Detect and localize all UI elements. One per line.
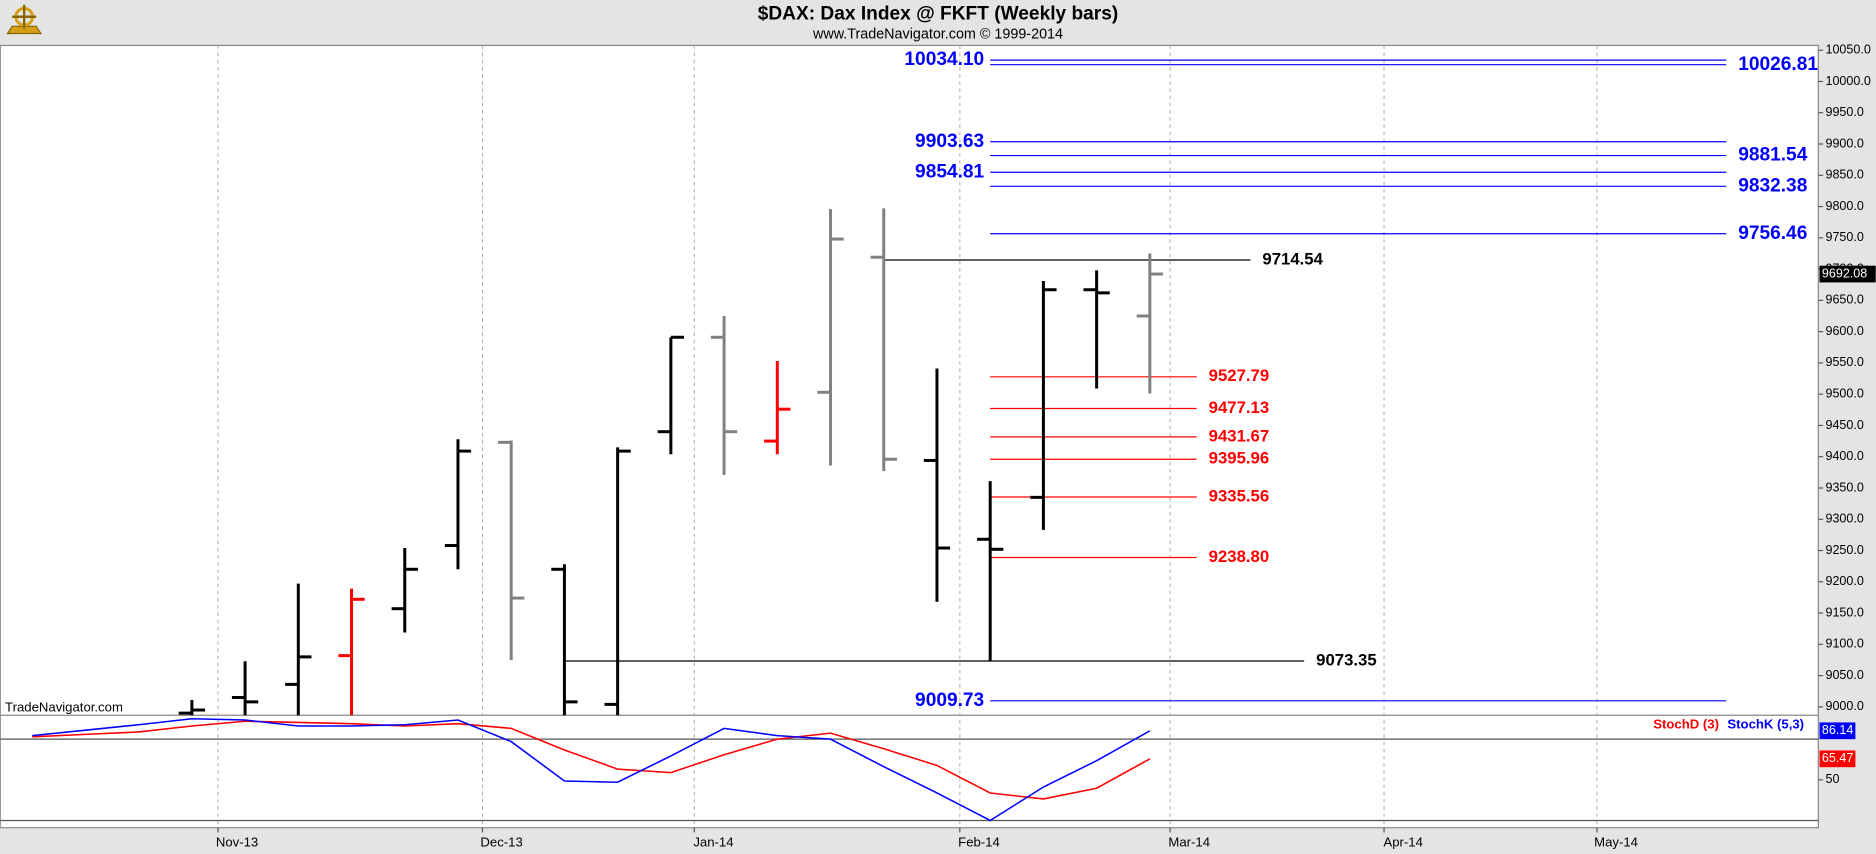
- last-price-box: [1819, 265, 1876, 283]
- level-label: 9431.67: [1209, 426, 1270, 445]
- y-tick-label: 9500.0: [1825, 386, 1863, 400]
- stoch-line: [32, 720, 1151, 800]
- y-tick-label: 9150.0: [1825, 605, 1863, 619]
- level-label: 10034.10: [904, 49, 984, 70]
- level-label: 9009.73: [915, 690, 984, 711]
- y-tick-label: 50: [1825, 772, 1839, 786]
- y-tick-label: 9900.0: [1825, 136, 1863, 150]
- y-tick-label: 10050.0: [1825, 43, 1870, 57]
- x-tick-label: Feb-14: [958, 835, 1000, 850]
- x-tick-label: Apr-14: [1383, 835, 1422, 850]
- y-tick-label: 9200.0: [1825, 574, 1863, 588]
- level-label: 9073.35: [1316, 650, 1377, 669]
- last-value-box: [1819, 750, 1856, 768]
- level-label: 9854.81: [915, 161, 984, 182]
- level-label: 9395.96: [1209, 449, 1270, 468]
- level-label: 9335.56: [1209, 486, 1270, 505]
- level-label: 9238.80: [1209, 547, 1270, 566]
- y-tick-label: 9350.0: [1825, 480, 1863, 494]
- level-label: 9881.54: [1738, 145, 1807, 166]
- y-tick-label: 9750.0: [1825, 230, 1863, 244]
- logo: [6, 4, 43, 35]
- price-panel: [178, 59, 1727, 716]
- y-tick-label: 9600.0: [1825, 324, 1863, 338]
- watermark: TradeNavigator.com: [5, 700, 123, 715]
- level-label: 9477.13: [1209, 398, 1270, 417]
- y-tick-label: 9950.0: [1825, 105, 1863, 119]
- y-tick-label: 9550.0: [1825, 355, 1863, 369]
- last-price-label: 9692.08: [1822, 266, 1867, 280]
- y-tick-label: 9100.0: [1825, 637, 1863, 651]
- level-label: 9903.63: [915, 131, 984, 152]
- stoch-line: [32, 718, 1151, 822]
- y-tick-label: 9300.0: [1825, 512, 1863, 526]
- x-tick-label: Nov-13: [216, 835, 258, 850]
- last-value-box: [1819, 722, 1856, 740]
- legend-entry: StochK (5,3): [1727, 716, 1804, 731]
- y-tick-label: 10000.0: [1825, 74, 1870, 88]
- stoch-panel: [0, 718, 1819, 822]
- plot-area: [0, 44, 1819, 829]
- last-value-label: 86.14: [1822, 723, 1853, 737]
- y-tick-label: 9850.0: [1825, 168, 1863, 182]
- y-tick-label: 9450.0: [1825, 418, 1863, 432]
- level-label: 9714.54: [1262, 249, 1323, 268]
- y-tick-label: 9250.0: [1825, 543, 1863, 557]
- chart-title: $DAX: Dax Index @ FKFT (Weekly bars): [758, 3, 1119, 24]
- logo-base: [6, 25, 43, 35]
- x-tick-label: May-14: [1594, 835, 1638, 850]
- y-tick-label: 9800.0: [1825, 199, 1863, 213]
- chart-subtitle: www.TradeNavigator.com © 1999-2014: [812, 26, 1063, 42]
- level-label: 10026.81: [1738, 54, 1818, 75]
- level-label: 9527.79: [1209, 366, 1270, 385]
- level-label: 9756.46: [1738, 223, 1807, 244]
- y-tick-label: 9000.0: [1825, 699, 1863, 713]
- labels: Nov-13 Dec-13 Jan-14 Feb-14 Mar-14 Apr-14 May-…: [216, 43, 1876, 850]
- y-tick-label: 9400.0: [1825, 449, 1863, 463]
- y-tick-label: 9650.0: [1825, 293, 1863, 307]
- x-tick-label: Mar-14: [1168, 835, 1210, 850]
- x-tick-label: Dec-13: [480, 835, 522, 850]
- last-value-label: 65.47: [1822, 751, 1853, 765]
- x-tick-label: Jan-14: [693, 835, 733, 850]
- legend-entry: StochD (3): [1653, 716, 1719, 731]
- y-tick-label: 9050.0: [1825, 668, 1863, 682]
- level-label: 9832.38: [1738, 175, 1807, 196]
